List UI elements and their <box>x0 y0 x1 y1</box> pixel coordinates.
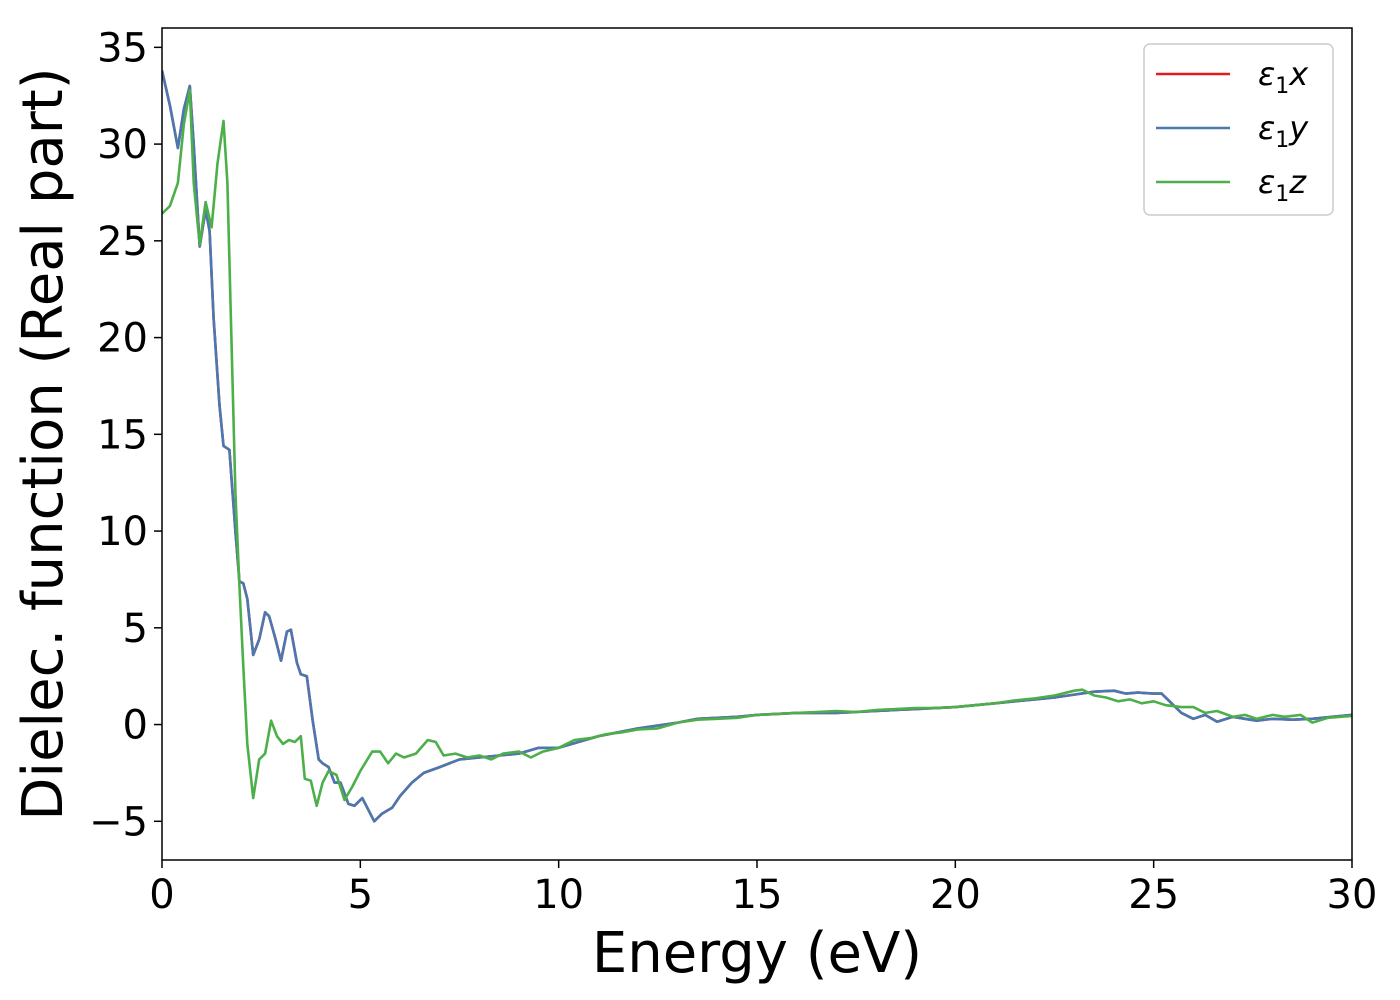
legend: ε1x ε1y ε1z <box>1143 43 1334 216</box>
y-tick-label: 5 <box>123 606 148 652</box>
x-tick-label: 15 <box>732 872 783 918</box>
y-axis: −5 0 5 10 15 20 25 30 35 <box>89 25 162 845</box>
series-line-z <box>162 88 1352 808</box>
x-tick-label: 10 <box>533 872 584 918</box>
x-axis-title: Energy (eV) <box>592 921 922 986</box>
x-tick-label: 5 <box>348 872 373 918</box>
y-tick-label: 25 <box>97 219 148 265</box>
y-tick-label: 10 <box>97 509 148 555</box>
y-tick-label: 20 <box>97 316 148 362</box>
legend-label-z: ε1z <box>1258 163 1307 207</box>
y-tick-label: 30 <box>97 122 148 168</box>
y-axis-title: Dielec. function (Real part) <box>11 67 76 820</box>
series-line-y <box>162 70 1352 823</box>
y-tick-label: 0 <box>123 703 148 749</box>
x-tick-label: 20 <box>930 872 981 918</box>
x-tick-label: 0 <box>149 872 174 918</box>
series-layer <box>162 70 1352 823</box>
x-tick-label: 25 <box>1128 872 1179 918</box>
y-tick-label: −5 <box>89 799 148 845</box>
y-tick-label: 35 <box>97 25 148 71</box>
legend-box <box>1143 43 1334 216</box>
legend-label-x: ε1x <box>1258 55 1309 99</box>
x-axis: 0 5 10 15 20 25 30 <box>149 860 1377 918</box>
legend-label-y: ε1y <box>1258 109 1309 153</box>
x-tick-label: 30 <box>1327 872 1378 918</box>
y-tick-label: 15 <box>97 412 148 458</box>
